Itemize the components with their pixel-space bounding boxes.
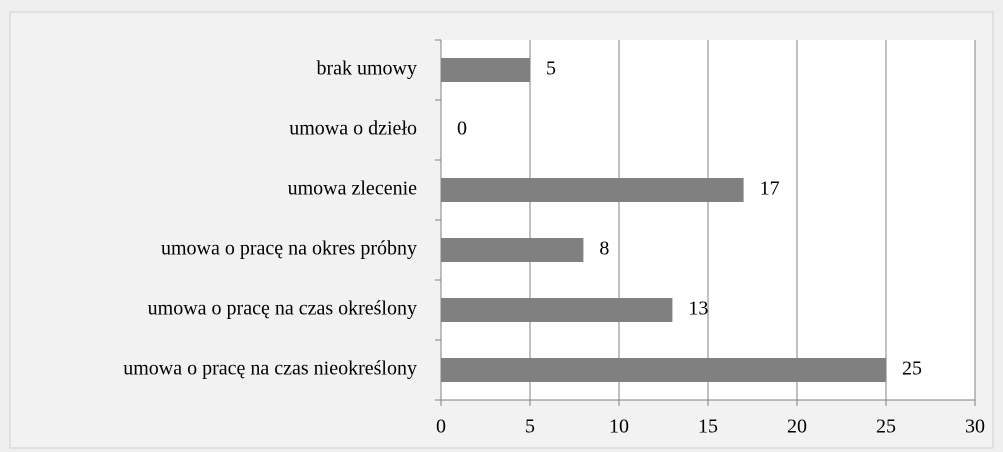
x-tick-label: 15 xyxy=(698,416,718,438)
y-tick-label: umowa o pracę na czas nieokreślony xyxy=(123,358,417,380)
y-tick-label: umowa o pracę na czas określony xyxy=(148,298,417,320)
y-tick-label: umowa zlecenie xyxy=(288,178,417,200)
x-tick-label: 25 xyxy=(876,416,896,438)
value-label: 5 xyxy=(546,58,556,80)
y-tick-label: umowa o dzieło xyxy=(289,118,417,140)
y-tick-label: umowa o pracę na okres próbny xyxy=(161,238,417,260)
bar xyxy=(441,238,584,262)
value-label: 25 xyxy=(902,358,922,380)
bar xyxy=(441,58,530,82)
value-label: 13 xyxy=(688,298,708,320)
x-tick-label: 10 xyxy=(609,416,629,438)
x-tick-label: 5 xyxy=(525,416,535,438)
x-tick-label: 0 xyxy=(436,416,446,438)
value-label: 0 xyxy=(457,118,467,140)
value-label: 17 xyxy=(760,178,780,200)
bar xyxy=(441,358,886,382)
value-label: 8 xyxy=(599,238,609,260)
bar xyxy=(441,298,673,322)
bar xyxy=(441,178,744,202)
y-tick-label: brak umowy xyxy=(316,58,417,80)
x-tick-label: 30 xyxy=(965,416,985,438)
x-tick-label: 20 xyxy=(787,416,807,438)
